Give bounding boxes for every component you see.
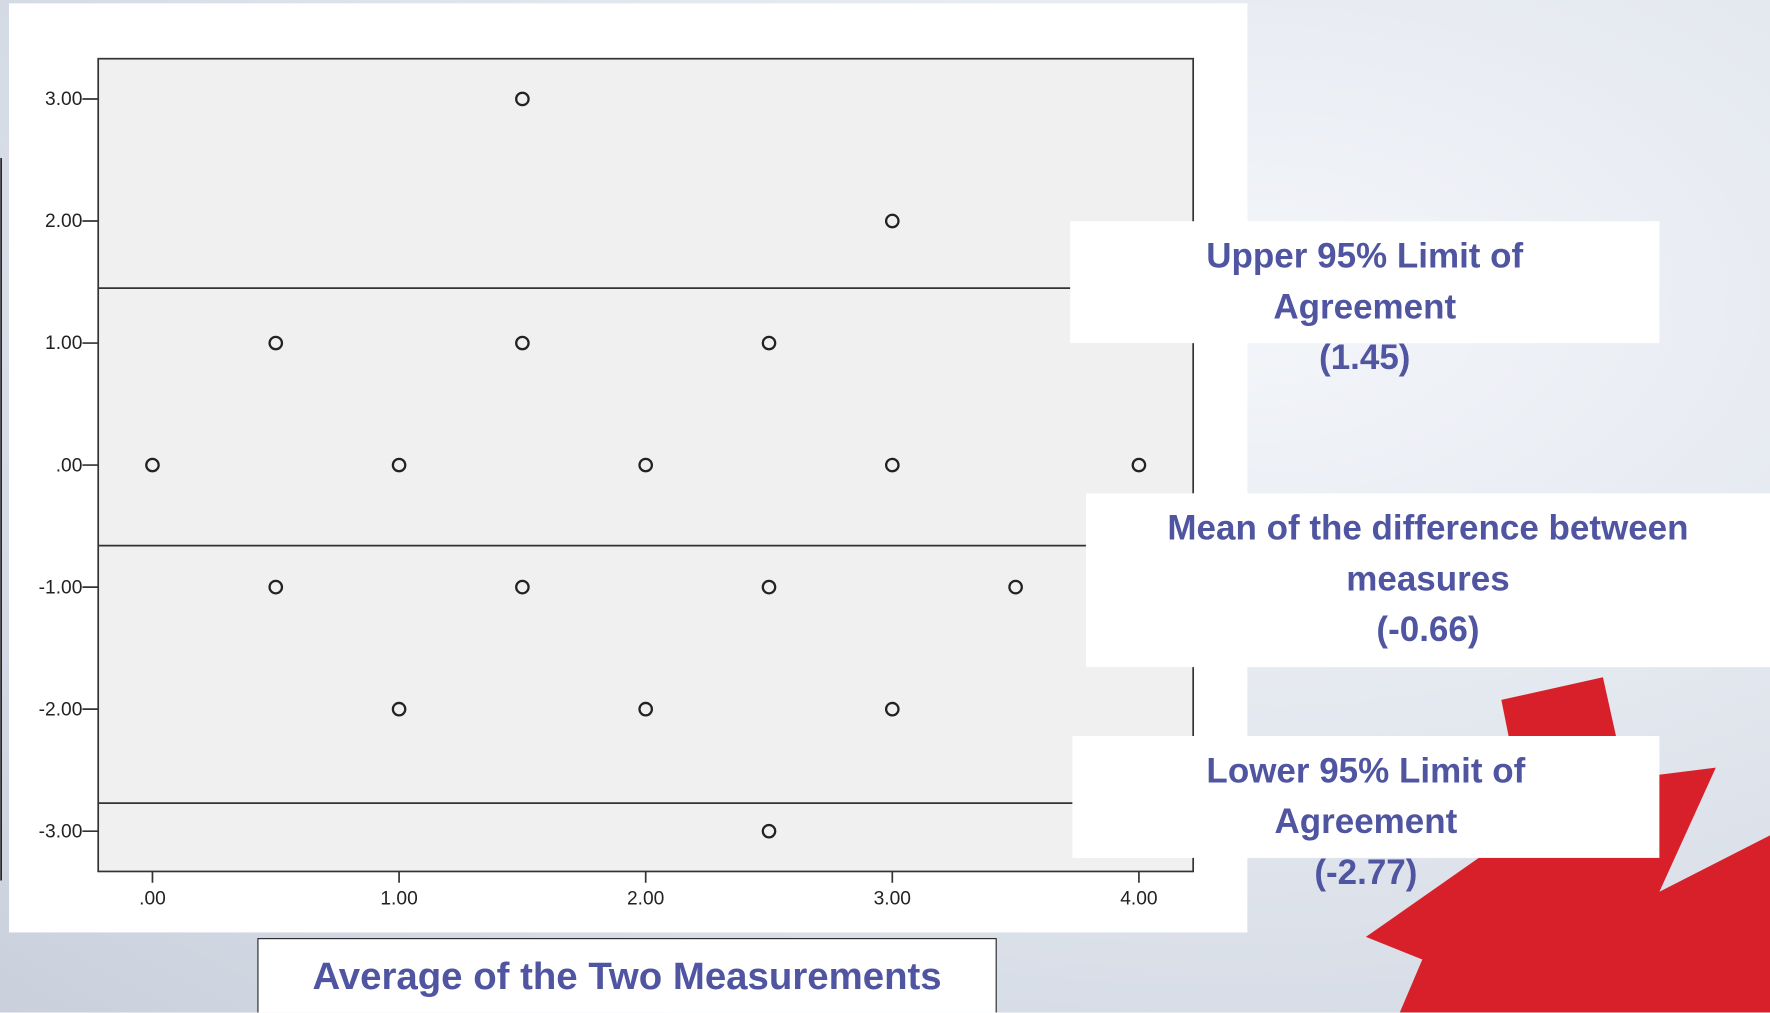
x-tick-label: 2.00 xyxy=(627,889,664,910)
annotation-box: Upper 95% Limit of Agreement(1.45) xyxy=(1070,221,1659,343)
y-tick-label: .00 xyxy=(56,455,83,476)
annotation-box: Mean of the difference between measures(… xyxy=(1086,493,1770,667)
x-tick-label: .00 xyxy=(139,889,166,910)
annotation-value: (-2.77) xyxy=(1118,847,1615,898)
annotation-value: (1.45) xyxy=(1115,332,1614,383)
y-tick-label: 3.00 xyxy=(45,89,82,110)
annotation-value: (-0.66) xyxy=(1131,604,1725,655)
x-axis-label: Average of the Two Measurements xyxy=(257,938,996,1013)
annotation-label: Upper 95% Limit of Agreement xyxy=(1115,230,1614,332)
y-tick-label: -2.00 xyxy=(39,699,83,720)
page: 3.00 2.00 1.00 .00 -1.00 -2.00 -3.00 .00 1.00 2.0… xyxy=(0,0,1770,1012)
annotation-label: Mean of the difference between measures xyxy=(1131,502,1725,604)
x-tick-label: 1.00 xyxy=(380,889,417,910)
annotation-box: Lower 95% Limit of Agreement(-2.77) xyxy=(1072,736,1659,858)
y-tick-label: -1.00 xyxy=(39,577,83,598)
slide: 3.00 2.00 1.00 .00 -1.00 -2.00 -3.00 .00 1.00 2.0… xyxy=(0,0,1770,1013)
plot-area xyxy=(98,59,1193,872)
x-tick-label: 3.00 xyxy=(874,889,911,910)
annotation-label: Lower 95% Limit of Agreement xyxy=(1118,745,1615,847)
y-tick-label: 1.00 xyxy=(45,333,82,354)
y-tick-label: 2.00 xyxy=(45,211,82,232)
y-tick-label: -3.00 xyxy=(39,821,83,842)
